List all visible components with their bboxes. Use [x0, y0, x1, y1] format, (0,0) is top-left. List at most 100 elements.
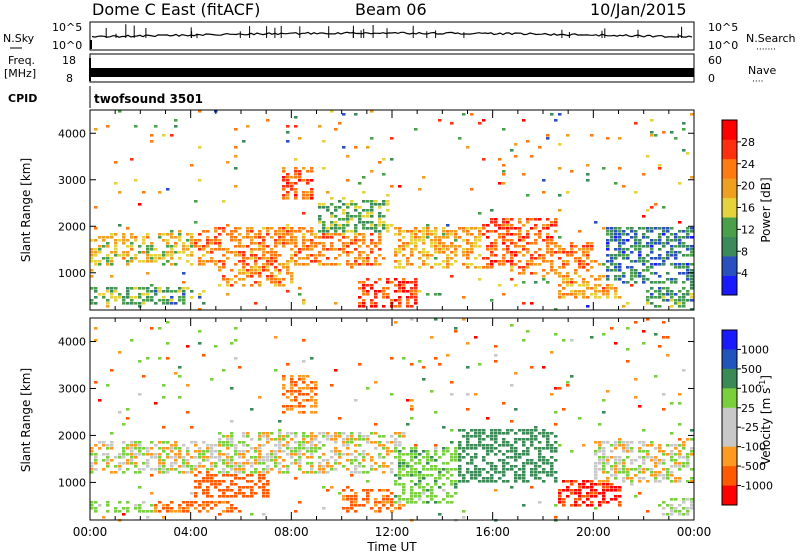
range-cell — [670, 432, 674, 435]
range-cell — [366, 284, 370, 287]
range-cell — [178, 230, 182, 233]
range-cell — [102, 293, 106, 296]
range-cell — [310, 435, 314, 438]
range-cell — [494, 453, 498, 456]
range-cell — [182, 465, 186, 468]
range-cell — [558, 284, 562, 287]
range-cell — [398, 432, 402, 435]
range-cell — [106, 299, 110, 302]
range-cell — [670, 474, 674, 477]
range-cell — [330, 110, 334, 113]
range-cell — [126, 444, 130, 447]
range-cell — [346, 179, 350, 182]
range-cell — [686, 266, 690, 269]
range-cell — [178, 296, 182, 299]
range-cell — [398, 450, 402, 453]
station-title: Dome C East (fitACF) — [92, 0, 260, 19]
range-cell — [258, 438, 262, 441]
range-cell — [210, 450, 214, 453]
range-cell — [206, 245, 210, 248]
range-cell — [610, 254, 614, 257]
range-cell — [562, 504, 566, 507]
range-cell — [150, 248, 154, 251]
range-cell — [250, 492, 254, 495]
range-cell — [670, 507, 674, 510]
range-cell — [594, 278, 598, 281]
range-cell — [278, 254, 282, 257]
range-cell — [354, 399, 358, 402]
range-cell — [658, 254, 662, 257]
range-cell — [130, 450, 134, 453]
range-cell — [374, 203, 378, 206]
range-cell — [566, 489, 570, 492]
range-cell — [282, 444, 286, 447]
y-tick-label: 2000 — [58, 429, 86, 442]
range-cell — [170, 447, 174, 450]
range-cell — [546, 272, 550, 275]
range-cell — [346, 486, 350, 489]
range-cell — [398, 456, 402, 459]
range-cell — [418, 290, 422, 293]
range-cell — [242, 477, 246, 480]
range-cell — [610, 257, 614, 260]
range-cell — [538, 432, 542, 435]
range-cell — [398, 477, 402, 480]
range-cell — [442, 242, 446, 245]
range-cell — [622, 257, 626, 260]
range-cell — [366, 293, 370, 296]
range-cell — [526, 221, 530, 224]
range-cell — [186, 501, 190, 504]
range-cell — [310, 381, 314, 384]
range-cell — [230, 239, 234, 242]
range-cell — [134, 507, 138, 510]
range-cell — [606, 245, 610, 248]
nsearch-label: N.Search — [746, 32, 796, 45]
range-cell — [558, 113, 562, 116]
range-cell — [126, 507, 130, 510]
range-cell — [378, 435, 382, 438]
range-cell — [266, 275, 270, 278]
range-cell — [370, 441, 374, 444]
range-cell — [266, 263, 270, 266]
range-cell — [186, 384, 190, 387]
range-cell — [342, 489, 346, 492]
range-cell — [506, 233, 510, 236]
range-cell — [106, 305, 110, 308]
range-cell — [438, 236, 442, 239]
range-cell — [582, 251, 586, 254]
range-cell — [546, 236, 550, 239]
range-cell — [506, 218, 510, 221]
nsearch-tick-top: 10^5 — [708, 21, 738, 34]
range-cell — [654, 305, 658, 308]
range-cell — [178, 450, 182, 453]
range-cell — [382, 305, 386, 308]
range-cell — [202, 501, 206, 504]
range-cell — [346, 435, 350, 438]
range-cell — [278, 281, 282, 284]
range-cell — [378, 242, 382, 245]
range-cell — [158, 236, 162, 239]
range-cell — [530, 272, 534, 275]
range-cell — [106, 236, 110, 239]
range-cell — [446, 248, 450, 251]
range-cell — [362, 465, 366, 468]
range-cell — [502, 221, 506, 224]
range-cell — [338, 218, 342, 221]
range-cell — [586, 164, 590, 167]
range-cell — [98, 251, 102, 254]
range-cell — [322, 459, 326, 462]
range-cell — [626, 474, 630, 477]
range-cell — [114, 507, 118, 510]
range-cell — [618, 486, 622, 489]
range-cell — [426, 224, 430, 227]
range-cell — [298, 405, 302, 408]
range-cell — [646, 456, 650, 459]
range-cell — [618, 137, 622, 140]
range-cell — [366, 387, 370, 390]
range-cell — [458, 468, 462, 471]
range-cell — [458, 441, 462, 444]
range-cell — [302, 399, 306, 402]
range-cell — [210, 507, 214, 510]
range-cell — [230, 432, 234, 435]
range-cell — [606, 275, 610, 278]
